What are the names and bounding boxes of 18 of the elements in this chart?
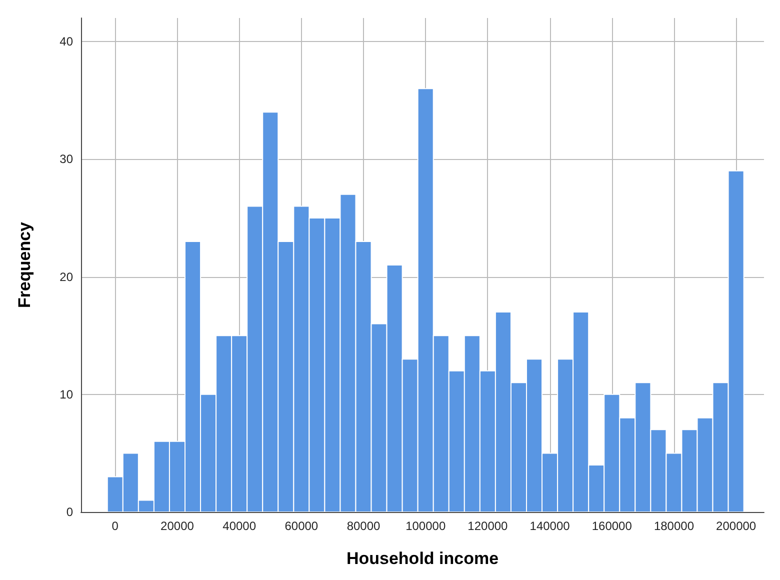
x-axis-title: Household income xyxy=(346,549,499,568)
y-tick-label: 40 xyxy=(60,34,74,49)
x-tick-label: 180000 xyxy=(654,519,694,533)
y-tick-label: 0 xyxy=(66,505,74,519)
x-tick-label: 160000 xyxy=(592,519,632,533)
x-tick-label: 20000 xyxy=(160,519,194,533)
x-tick-label: 40000 xyxy=(222,519,256,533)
x-tick-label: 60000 xyxy=(284,519,318,533)
x-tick-label: 80000 xyxy=(346,519,381,533)
x-tick-label: 140000 xyxy=(530,519,570,533)
y-axis-title: Frequency xyxy=(15,221,34,308)
x-tick-label: 200000 xyxy=(716,519,756,533)
x-tick-label: 120000 xyxy=(468,519,508,533)
y-tick-label: 10 xyxy=(60,387,74,402)
y-tick-label: 20 xyxy=(60,270,74,284)
x-tick-label: 100000 xyxy=(406,519,446,533)
y-tick-label: 30 xyxy=(60,152,74,166)
x-tick-label: 0 xyxy=(112,519,119,533)
